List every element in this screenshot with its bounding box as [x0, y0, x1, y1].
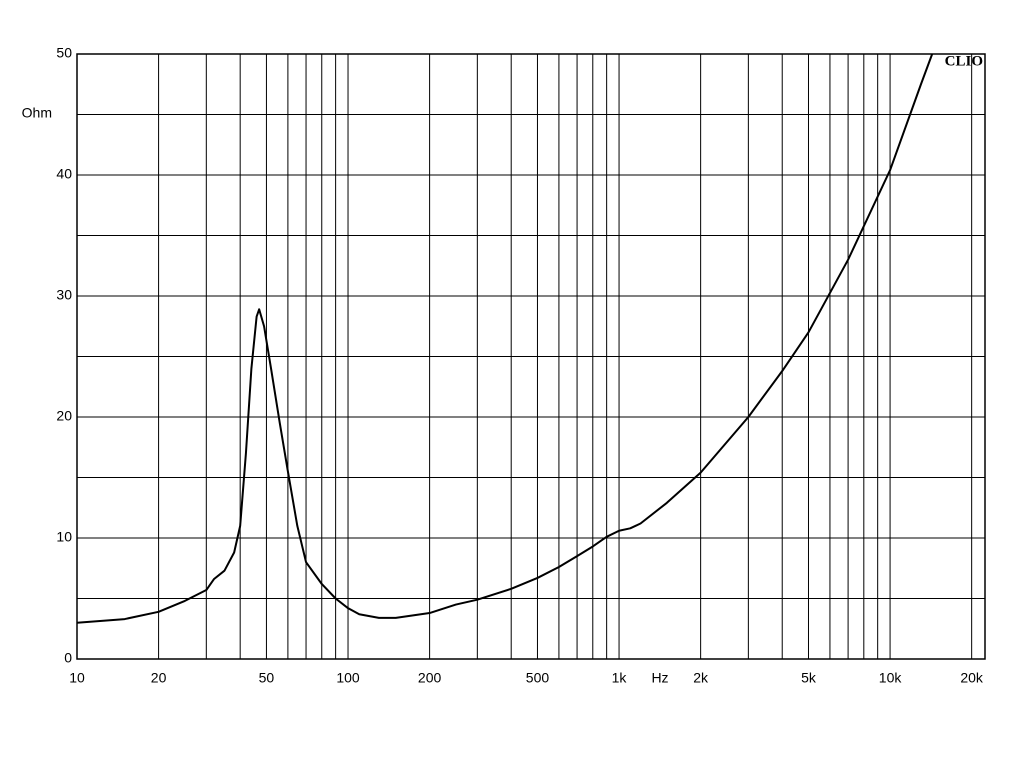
y-tick-label: 20 [56, 408, 72, 424]
x-tick-label: 10 [69, 670, 85, 686]
x-tick-label: 500 [526, 670, 550, 686]
x-tick-label: 50 [259, 670, 275, 686]
watermark: CLIO [945, 53, 983, 69]
x-tick-label: 20 [151, 670, 167, 686]
impedance-line [77, 54, 934, 624]
y-axis-label: Ohm [22, 105, 52, 121]
x-tick-label: 5k [801, 670, 817, 686]
x-tick-label: 20k [960, 670, 984, 686]
y-tick-label: 0 [64, 650, 72, 666]
x-tick-label: 10k [879, 670, 903, 686]
plot-frame [76, 53, 986, 660]
x-tick-label: 2k [693, 670, 709, 686]
y-tick-label: 30 [56, 287, 72, 303]
y-tick-label: 40 [56, 166, 72, 182]
y-tick-label: 50 [56, 45, 72, 61]
x-tick-label: 200 [418, 670, 442, 686]
y-tick-label: 10 [56, 529, 72, 545]
x-tick-label: 1k [612, 670, 628, 686]
x-axis-label: Hz [651, 670, 668, 686]
x-tick-label: 100 [336, 670, 360, 686]
